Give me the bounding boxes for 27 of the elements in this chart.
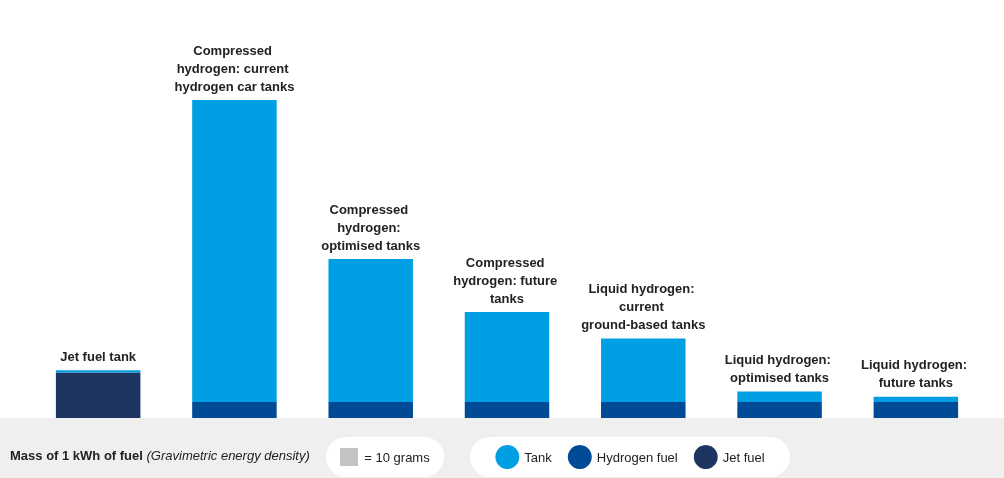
legend-label: Jet fuel xyxy=(722,449,765,465)
x-tick-label: Compressed hydrogen: optimised tanks xyxy=(321,201,421,253)
x-tick-label: Liquid hydrogen: future tanks xyxy=(860,357,971,391)
bar xyxy=(873,396,959,403)
bar xyxy=(55,372,141,418)
bar xyxy=(328,259,413,403)
bar xyxy=(192,402,277,418)
bar xyxy=(601,402,686,418)
x-tick-label: Compressed hydrogen: current hydrogen car tanks xyxy=(174,42,295,94)
x-axis-title: Mass of 1 kWh of fuel xyxy=(10,448,143,463)
legend-label: Hydrogen fuel xyxy=(596,449,678,465)
bar xyxy=(737,402,822,418)
bar xyxy=(464,402,550,418)
x-tick-label: Jet fuel tank xyxy=(60,348,137,364)
legend-label: Tank xyxy=(524,449,553,465)
x-tick-label: Compressed hydrogen: future tanks xyxy=(453,254,561,306)
x-tick-label: Liquid hydrogen: optimised tanks xyxy=(724,352,835,386)
bar xyxy=(55,370,141,373)
bar xyxy=(192,100,277,403)
text: = 10 grams xyxy=(364,449,430,465)
text: (Gravimetric energy density) xyxy=(145,448,310,463)
bar xyxy=(873,402,959,418)
x-tick-label: Liquid hydrogen: current ground-based tanks xyxy=(581,281,706,332)
bar xyxy=(601,338,686,403)
bar xyxy=(328,402,413,418)
bar xyxy=(464,312,550,403)
bar xyxy=(737,391,822,403)
